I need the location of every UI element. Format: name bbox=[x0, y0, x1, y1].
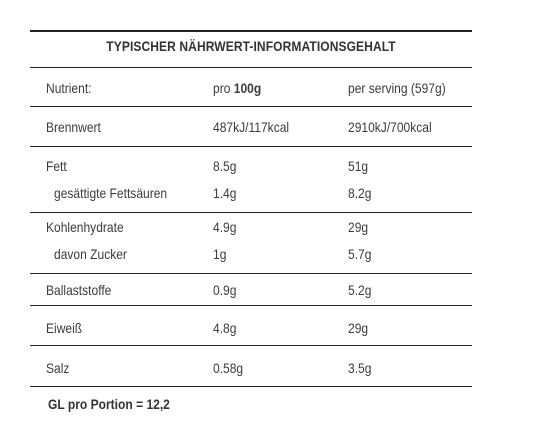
nutrient-name: Ballaststoffe bbox=[46, 282, 112, 298]
glycemic-load-note: GL pro Portion = 12,2 bbox=[48, 396, 170, 412]
nutrient-serving: 8.2g bbox=[348, 185, 372, 201]
nutrient-per100: 0.58g bbox=[213, 360, 244, 376]
divider bbox=[30, 212, 472, 213]
nutrient-per100: 487kJ/117kcal bbox=[213, 119, 290, 135]
nutrient-serving: 29g bbox=[348, 219, 369, 235]
nutrient-name: Eiweiß bbox=[46, 320, 83, 336]
nutrient-per100: 4.9g bbox=[213, 219, 237, 235]
nutrient-name: Salz bbox=[46, 360, 70, 376]
nutrient-serving: 29g bbox=[348, 320, 369, 336]
divider bbox=[30, 273, 472, 274]
table-title: TYPISCHER NÄHRWERT-INFORMATIONSGEHALT bbox=[106, 38, 396, 54]
nutrient-per100: 8.5g bbox=[213, 158, 237, 174]
nutrient-name: Kohlenhydrate bbox=[46, 219, 124, 235]
nutrient-serving: 3.5g bbox=[348, 360, 372, 376]
header-per-serving: per serving (597g) bbox=[348, 80, 446, 96]
header-nutrient: Nutrient: bbox=[46, 80, 92, 96]
divider bbox=[30, 67, 472, 68]
divider bbox=[30, 305, 472, 306]
nutrient-per100: 1.4g bbox=[213, 185, 237, 201]
nutrient-serving: 5.2g bbox=[348, 282, 372, 298]
divider bbox=[30, 386, 472, 387]
nutrient-per100: 1g bbox=[213, 246, 227, 262]
header-per-100g-amount: 100g bbox=[233, 80, 262, 96]
nutrient-serving: 5.7g bbox=[348, 246, 372, 262]
nutrient-serving: 51g bbox=[348, 158, 369, 174]
divider bbox=[30, 146, 472, 147]
divider bbox=[30, 106, 472, 107]
nutrient-serving: 2910kJ/700kcal bbox=[348, 119, 432, 135]
header-per-100g: pro 100g bbox=[213, 80, 261, 96]
header-per-100g-prefix: pro bbox=[213, 80, 234, 96]
top-rule bbox=[30, 30, 472, 32]
divider bbox=[30, 345, 472, 346]
nutrient-per100: 0.9g bbox=[213, 282, 237, 298]
nutrient-subname: gesättigte Fettsäuren bbox=[54, 185, 168, 201]
nutrient-name: Fett bbox=[46, 158, 67, 174]
nutrient-per100: 4.8g bbox=[213, 320, 237, 336]
nutrient-subname: davon Zucker bbox=[54, 246, 127, 262]
nutrient-name: Brennwert bbox=[46, 119, 101, 135]
